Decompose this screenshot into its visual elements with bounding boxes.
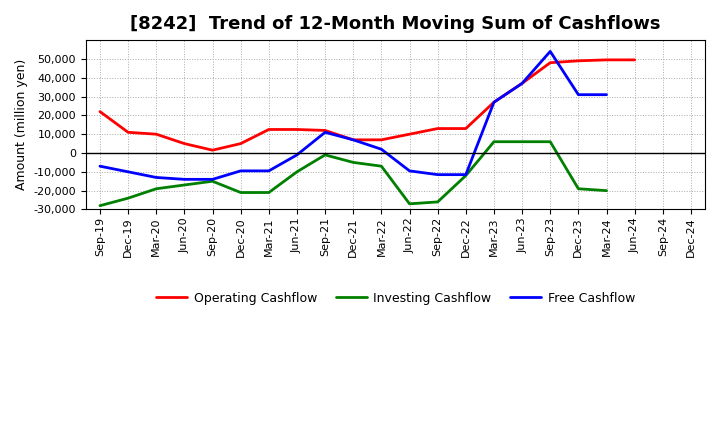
Operating Cashflow <box>462 126 470 131</box>
Free Cashflow <box>321 130 330 135</box>
Free Cashflow <box>96 164 104 169</box>
Free Cashflow <box>292 152 301 158</box>
Free Cashflow <box>236 168 245 173</box>
Free Cashflow <box>124 169 132 175</box>
Operating Cashflow <box>490 99 498 105</box>
Title: [8242]  Trend of 12-Month Moving Sum of Cashflows: [8242] Trend of 12-Month Moving Sum of C… <box>130 15 661 33</box>
Operating Cashflow <box>630 57 639 62</box>
Investing Cashflow <box>321 152 330 158</box>
Investing Cashflow <box>349 160 358 165</box>
Operating Cashflow <box>546 60 554 65</box>
Investing Cashflow <box>602 188 611 193</box>
Investing Cashflow <box>180 182 189 187</box>
Investing Cashflow <box>518 139 526 144</box>
Operating Cashflow <box>264 127 273 132</box>
Investing Cashflow <box>292 169 301 175</box>
Legend: Operating Cashflow, Investing Cashflow, Free Cashflow: Operating Cashflow, Investing Cashflow, … <box>151 287 640 310</box>
Investing Cashflow <box>264 190 273 195</box>
Operating Cashflow <box>292 127 301 132</box>
Operating Cashflow <box>518 81 526 86</box>
Operating Cashflow <box>180 141 189 146</box>
Line: Investing Cashflow: Investing Cashflow <box>100 142 606 205</box>
Investing Cashflow <box>124 195 132 201</box>
Investing Cashflow <box>152 186 161 191</box>
Free Cashflow <box>405 168 414 173</box>
Investing Cashflow <box>236 190 245 195</box>
Operating Cashflow <box>96 109 104 114</box>
Investing Cashflow <box>433 199 442 205</box>
Operating Cashflow <box>405 132 414 137</box>
Operating Cashflow <box>236 141 245 146</box>
Free Cashflow <box>433 172 442 177</box>
Operating Cashflow <box>377 137 386 143</box>
Investing Cashflow <box>462 173 470 178</box>
Free Cashflow <box>264 168 273 173</box>
Free Cashflow <box>546 49 554 54</box>
Line: Operating Cashflow: Operating Cashflow <box>100 60 634 150</box>
Operating Cashflow <box>124 130 132 135</box>
Free Cashflow <box>574 92 582 97</box>
Operating Cashflow <box>152 132 161 137</box>
Operating Cashflow <box>433 126 442 131</box>
Free Cashflow <box>208 177 217 182</box>
Investing Cashflow <box>377 164 386 169</box>
Free Cashflow <box>602 92 611 97</box>
Investing Cashflow <box>208 179 217 184</box>
Free Cashflow <box>152 175 161 180</box>
Operating Cashflow <box>321 128 330 133</box>
Free Cashflow <box>180 177 189 182</box>
Operating Cashflow <box>602 57 611 62</box>
Investing Cashflow <box>574 186 582 191</box>
Operating Cashflow <box>349 137 358 143</box>
Investing Cashflow <box>546 139 554 144</box>
Investing Cashflow <box>405 201 414 206</box>
Line: Free Cashflow: Free Cashflow <box>100 51 606 180</box>
Operating Cashflow <box>208 147 217 153</box>
Operating Cashflow <box>574 58 582 63</box>
Free Cashflow <box>462 172 470 177</box>
Y-axis label: Amount (million yen): Amount (million yen) <box>15 59 28 191</box>
Free Cashflow <box>349 137 358 143</box>
Investing Cashflow <box>96 203 104 208</box>
Free Cashflow <box>518 81 526 86</box>
Free Cashflow <box>490 99 498 105</box>
Free Cashflow <box>377 147 386 152</box>
Investing Cashflow <box>490 139 498 144</box>
